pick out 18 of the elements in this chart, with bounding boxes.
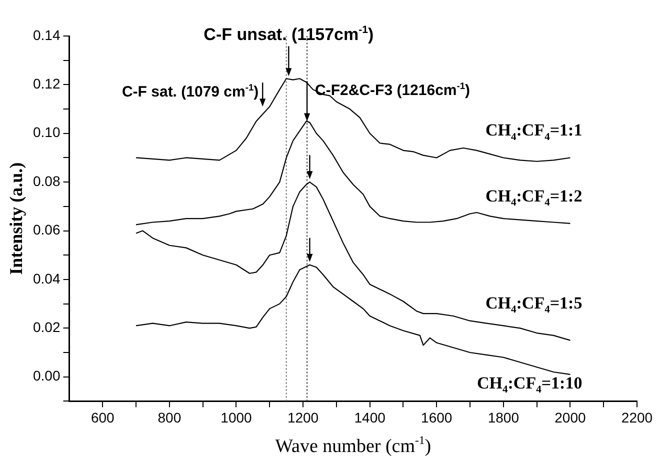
y-tick-label: 0.10 [33, 124, 60, 140]
text: 0.00 [33, 368, 60, 384]
y-tick-label: 0.04 [33, 270, 60, 286]
x-tick-label: 800 [158, 409, 182, 426]
y-tick-label: 0.06 [33, 222, 60, 238]
x-tick-label: 2000 [554, 409, 586, 426]
x-tick-label: 1000 [220, 409, 252, 426]
x-tick-label: 1800 [488, 409, 520, 426]
x-tick-label: 1200 [287, 409, 319, 426]
y-tick-label: 0.12 [33, 76, 60, 92]
x-tick-label: 1600 [421, 409, 452, 426]
y-tick-label: 0.14 [33, 26, 60, 43]
y-axis-title: Intensity (a.u.) [6, 162, 26, 275]
x-tick-label: 1400 [354, 409, 386, 426]
x-tick-label: 600 [90, 409, 115, 426]
x-tick-label: 2200 [621, 409, 653, 426]
y-tick-label: 0.02 [33, 319, 60, 336]
y-tick-label: 0.08 [33, 172, 60, 189]
